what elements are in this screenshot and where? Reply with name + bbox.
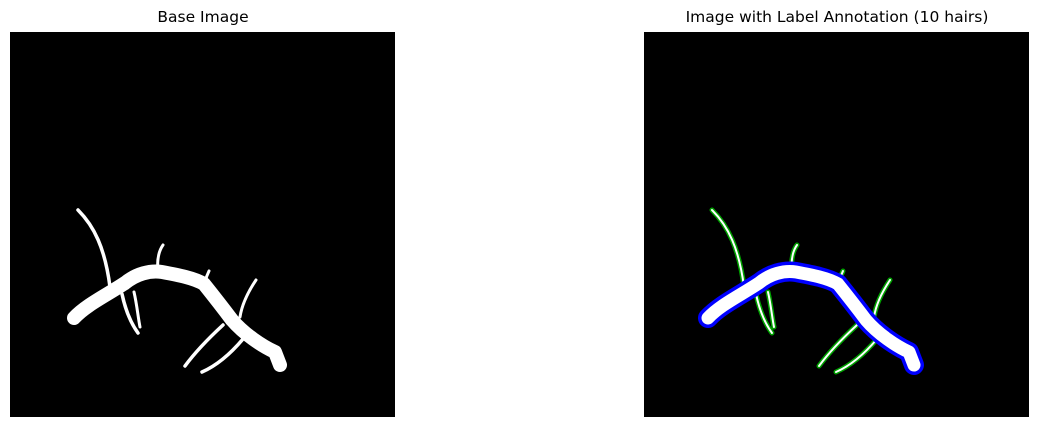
root-main	[67, 264, 287, 372]
hair-1	[76, 208, 112, 289]
hair-2	[120, 292, 140, 335]
base-image-title: Base Image	[157, 8, 249, 26]
hair-4	[156, 243, 165, 274]
base-image-canvas	[10, 32, 395, 417]
annotated-image-background	[644, 32, 1029, 417]
base-image-panel	[10, 32, 395, 417]
hair-8	[200, 337, 245, 374]
root-main-annotated	[701, 265, 921, 372]
hair-6	[238, 278, 258, 319]
annotated-image-title: Image with Label Annotation (10 hairs)	[685, 8, 989, 26]
annotated-image-canvas	[644, 32, 1029, 417]
annotated-image-panel	[644, 32, 1029, 417]
hair-3	[132, 290, 142, 329]
hair-7	[183, 323, 225, 368]
hair-5	[203, 269, 211, 284]
base-image-background	[10, 32, 395, 417]
